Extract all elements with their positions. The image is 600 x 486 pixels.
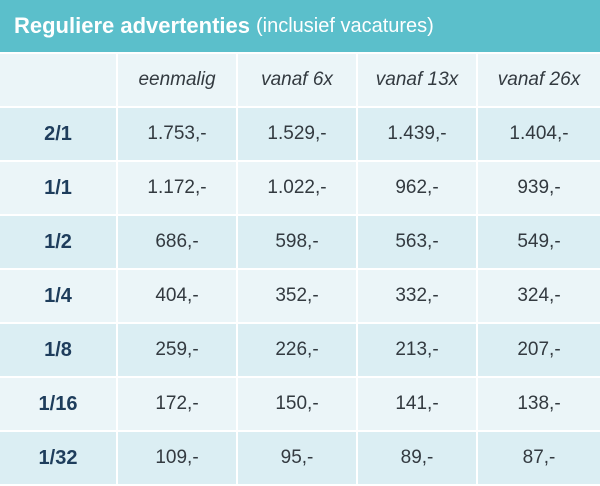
- price-cell: 962,-: [358, 162, 478, 216]
- price-cell: 549,-: [478, 216, 600, 270]
- price-cell: 1.022,-: [238, 162, 358, 216]
- price-cell: 89,-: [358, 432, 478, 486]
- price-cell: 259,-: [118, 324, 238, 378]
- size-cell: 1/8: [0, 324, 118, 378]
- price-table: eenmalig vanaf 6x vanaf 13x vanaf 26x 2/…: [0, 54, 600, 486]
- price-cell: 332,-: [358, 270, 478, 324]
- price-cell: 1.172,-: [118, 162, 238, 216]
- price-cell: 1.404,-: [478, 108, 600, 162]
- price-cell: 1.439,-: [358, 108, 478, 162]
- size-cell: 1/32: [0, 432, 118, 486]
- header-cell-empty: [0, 54, 118, 108]
- size-cell: 1/16: [0, 378, 118, 432]
- price-cell: 213,-: [358, 324, 478, 378]
- price-cell: 939,-: [478, 162, 600, 216]
- price-cell: 598,-: [238, 216, 358, 270]
- header-cell-vanaf-26x: vanaf 26x: [478, 54, 600, 108]
- price-cell: 563,-: [358, 216, 478, 270]
- price-cell: 150,-: [238, 378, 358, 432]
- price-cell: 324,-: [478, 270, 600, 324]
- price-cell: 141,-: [358, 378, 478, 432]
- size-cell: 1/1: [0, 162, 118, 216]
- price-cell: 226,-: [238, 324, 358, 378]
- price-cell: 207,-: [478, 324, 600, 378]
- header-cell-eenmalig: eenmalig: [118, 54, 238, 108]
- header-cell-vanaf-13x: vanaf 13x: [358, 54, 478, 108]
- size-cell: 1/4: [0, 270, 118, 324]
- price-cell: 172,-: [118, 378, 238, 432]
- price-cell: 404,-: [118, 270, 238, 324]
- header-cell-vanaf-6x: vanaf 6x: [238, 54, 358, 108]
- price-cell: 109,-: [118, 432, 238, 486]
- price-cell: 1.753,-: [118, 108, 238, 162]
- price-cell: 352,-: [238, 270, 358, 324]
- price-cell: 87,-: [478, 432, 600, 486]
- price-cell: 138,-: [478, 378, 600, 432]
- size-cell: 1/2: [0, 216, 118, 270]
- title-sub: (inclusief vacatures): [255, 14, 434, 37]
- title-bar: Reguliere advertenties (inclusief vacatu…: [0, 0, 600, 52]
- title-main: Reguliere advertenties: [14, 13, 250, 38]
- price-cell: 95,-: [238, 432, 358, 486]
- price-cell: 1.529,-: [238, 108, 358, 162]
- price-cell: 686,-: [118, 216, 238, 270]
- size-cell: 2/1: [0, 108, 118, 162]
